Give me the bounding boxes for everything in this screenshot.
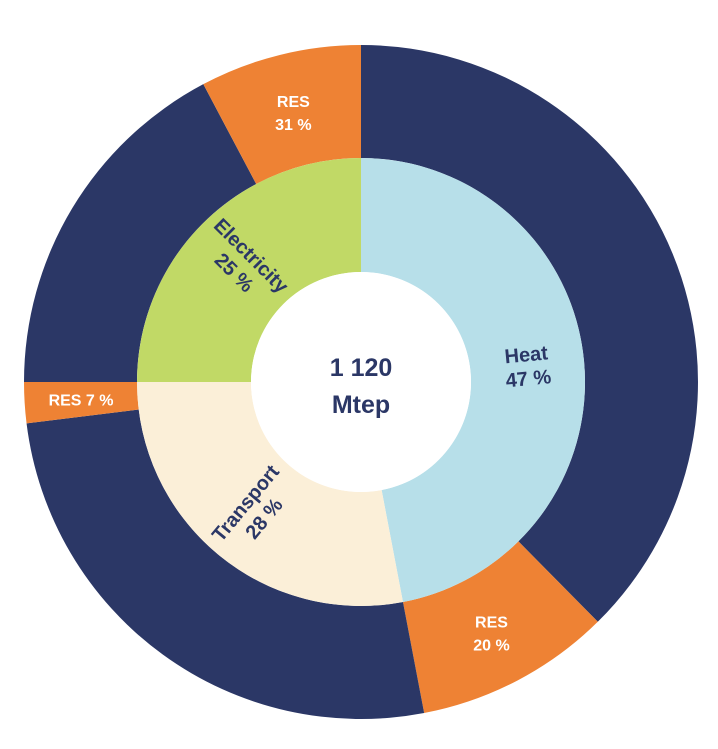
- center-hole: [251, 272, 471, 492]
- outer-label-res-electricity: RES 31 %: [275, 94, 311, 134]
- outer-slice-non-res-heat: [361, 45, 698, 622]
- outer-ring: [24, 45, 698, 720]
- inner-label-heat: Heat47 %: [502, 342, 552, 392]
- outer-label-res-transport: RES 7 %: [49, 392, 114, 409]
- inner-ring: [137, 158, 586, 606]
- outer-slice-res-heat: [402, 541, 598, 714]
- outer-slice-non-res-transport: [26, 409, 425, 720]
- outer-label-res-heat: RES 20 %: [473, 614, 509, 654]
- outer-slice-res-electricity: [203, 45, 361, 185]
- outer-slice-non-res-electricity: [24, 84, 257, 382]
- inner-slice-electricity: [137, 158, 361, 382]
- inner-slice-transport: [137, 382, 403, 606]
- center-label: 1 120 Mtep: [330, 354, 393, 419]
- center-unit: Mtep: [332, 391, 390, 419]
- inner-slice-heat: [361, 158, 586, 603]
- center-total: 1 120: [330, 354, 393, 382]
- outer-slice-res-transport: [24, 382, 139, 424]
